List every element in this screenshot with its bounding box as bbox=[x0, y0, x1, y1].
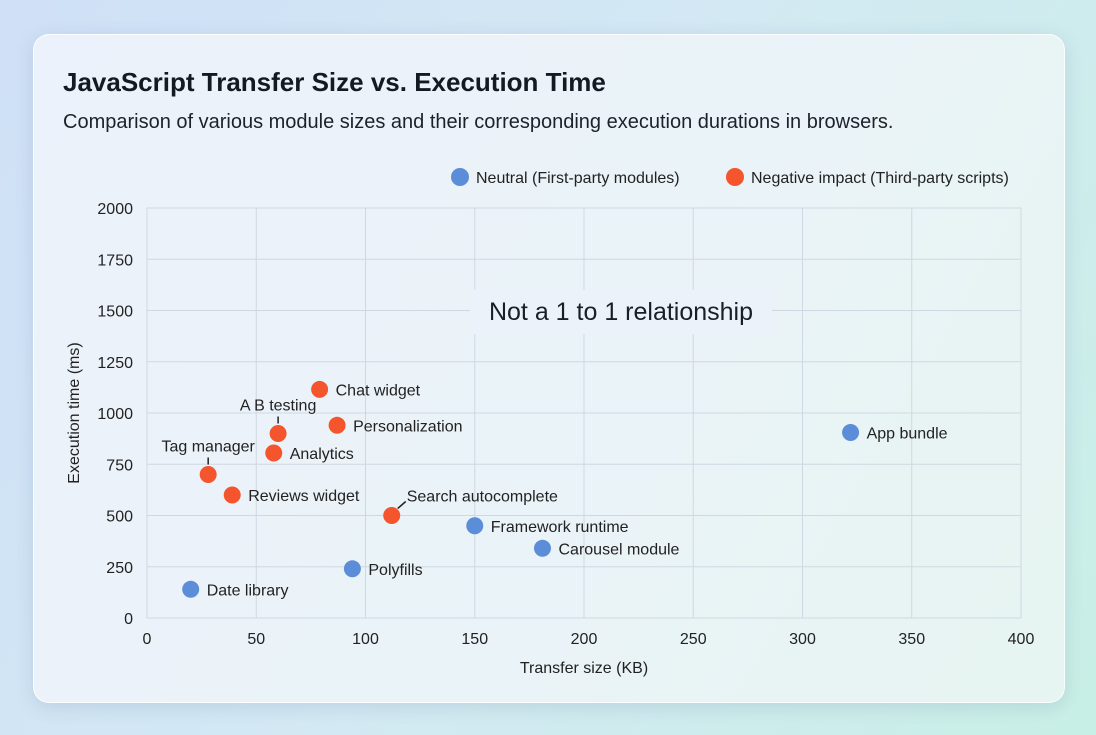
data-point bbox=[182, 580, 200, 598]
y-tick-label: 2000 bbox=[97, 201, 133, 218]
point-label: Carousel module bbox=[558, 541, 679, 558]
chart-title: JavaScript Transfer Size vs. Execution T… bbox=[63, 67, 606, 97]
point-label: Polyfills bbox=[368, 562, 422, 579]
data-point bbox=[311, 380, 329, 398]
data-point bbox=[466, 517, 484, 535]
data-point bbox=[533, 539, 551, 557]
y-tick-label: 500 bbox=[106, 509, 133, 526]
x-tick-label: 250 bbox=[680, 631, 707, 648]
data-point bbox=[265, 444, 283, 462]
point-label: Reviews widget bbox=[248, 488, 360, 505]
point-label: Chat widget bbox=[336, 382, 421, 399]
y-tick-label: 250 bbox=[106, 560, 133, 577]
point-label: App bundle bbox=[867, 425, 948, 442]
legend-marker bbox=[726, 168, 744, 186]
data-point bbox=[383, 507, 401, 524]
point-label: Search autocomplete bbox=[407, 489, 558, 506]
y-tick-label: 1000 bbox=[97, 406, 133, 423]
x-tick-label: 400 bbox=[1008, 631, 1035, 648]
x-tick-label: 350 bbox=[898, 631, 925, 648]
y-tick-label: 1750 bbox=[97, 252, 133, 269]
y-tick-label: 1250 bbox=[97, 355, 133, 372]
label-leader-line bbox=[397, 500, 407, 510]
x-tick-label: 50 bbox=[247, 631, 265, 648]
point-label: Tag manager bbox=[161, 439, 255, 456]
chart-card: JavaScript Transfer Size vs. Execution T… bbox=[33, 34, 1065, 703]
x-tick-label: 150 bbox=[461, 631, 488, 648]
annotation-background bbox=[470, 290, 772, 334]
legend-label: Neutral (First-party modules) bbox=[476, 170, 680, 187]
legend-marker bbox=[451, 168, 469, 186]
chart-subtitle: Comparison of various module sizes and t… bbox=[63, 111, 894, 133]
point-label: Date library bbox=[207, 582, 289, 599]
x-axis-label: Transfer size (KB) bbox=[520, 660, 648, 677]
data-point bbox=[343, 560, 361, 578]
point-label: Personalization bbox=[353, 418, 462, 435]
point-label: A B testing bbox=[240, 398, 317, 415]
y-axis-label: Execution time (ms) bbox=[66, 342, 83, 483]
x-tick-label: 100 bbox=[352, 631, 379, 648]
y-tick-label: 0 bbox=[124, 611, 133, 628]
y-tick-label: 1500 bbox=[97, 304, 133, 321]
data-point bbox=[199, 466, 217, 483]
point-label: Framework runtime bbox=[491, 519, 629, 536]
x-tick-label: 200 bbox=[571, 631, 598, 648]
annotation-text: Not a 1 to 1 relationship bbox=[489, 298, 753, 326]
point-label: Analytics bbox=[290, 446, 354, 463]
data-point bbox=[223, 486, 241, 504]
data-point bbox=[842, 423, 860, 441]
data-point bbox=[328, 416, 346, 434]
data-point bbox=[269, 425, 287, 442]
x-tick-label: 0 bbox=[143, 631, 152, 648]
legend-label: Negative impact (Third-party scripts) bbox=[751, 170, 1009, 187]
y-tick-label: 750 bbox=[106, 457, 133, 474]
x-tick-label: 300 bbox=[789, 631, 816, 648]
